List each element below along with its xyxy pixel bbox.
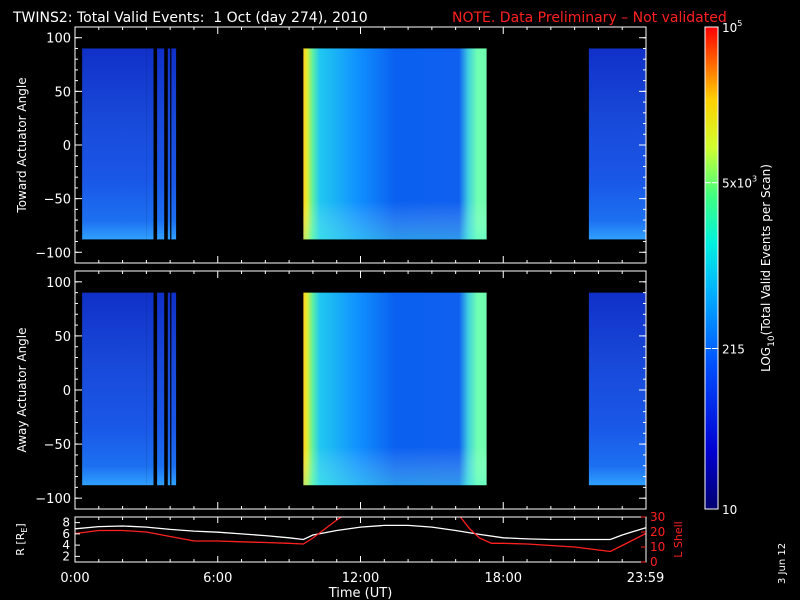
radius-line bbox=[75, 524, 646, 541]
colorbar: 10 215 5x103 105 bbox=[704, 19, 757, 517]
heatmap-panel-toward: 100 50 0 −50 −100 Toward Actuator Angle bbox=[15, 26, 647, 264]
x-tick-label: 18:00 bbox=[485, 571, 522, 586]
y-tick-label: 100 bbox=[46, 32, 71, 47]
x-tick-label: 0:00 bbox=[60, 571, 89, 586]
y-tick-label: 50 bbox=[54, 85, 71, 100]
data-block-shading bbox=[303, 48, 487, 240]
x-tick-label: 12:00 bbox=[342, 571, 379, 586]
y-axis-label: Toward Actuator Angle bbox=[15, 77, 29, 213]
y-tick-label: 50 bbox=[54, 330, 71, 345]
colorbar-tick-label: 215 bbox=[722, 342, 745, 356]
l-shell-tick-label: 20 bbox=[650, 525, 665, 539]
heatmap-panel-away: 100 50 0 −50 −100 Away Actuator Angle bbox=[15, 270, 647, 510]
x-axis-label: Time (UT) bbox=[328, 586, 393, 600]
data-block bbox=[167, 48, 171, 240]
data-block bbox=[146, 48, 154, 240]
data-block bbox=[146, 292, 154, 486]
l-shell-tick-label: 10 bbox=[650, 540, 665, 554]
data-block bbox=[588, 292, 646, 486]
y-tick-label: −100 bbox=[35, 246, 71, 261]
y-tick-label: 100 bbox=[46, 276, 71, 291]
colorbar-tick-label: 10 bbox=[722, 503, 737, 517]
colorbar-gradient bbox=[704, 26, 719, 510]
data-block-shading bbox=[303, 292, 487, 486]
x-tick-label: 6:00 bbox=[203, 571, 232, 586]
y-axis-label: Away Actuator Angle bbox=[15, 327, 29, 452]
data-block bbox=[171, 48, 177, 240]
y-tick-label: 4 bbox=[62, 538, 70, 552]
colorbar-label: LOG10(Total Valid Events per Scan) bbox=[759, 164, 777, 372]
colorbar-tick-label: 105 bbox=[722, 19, 742, 35]
y-tick-label: 0 bbox=[63, 384, 71, 399]
l-shell-line bbox=[459, 517, 646, 553]
y-tick-label: 0 bbox=[63, 139, 71, 154]
radius-axis-label: R [RE] bbox=[14, 523, 29, 555]
data-block bbox=[588, 48, 646, 240]
l-shell-line bbox=[75, 517, 342, 545]
y-tick-label: −50 bbox=[44, 193, 71, 208]
l-shell-tick-label: 30 bbox=[650, 510, 665, 524]
preliminary-note: NOTE. Data Preliminary – Not validated bbox=[452, 10, 727, 26]
date-stamp: 3 Jun 12 bbox=[777, 543, 788, 584]
chart-title: TWINS2: Total Valid Events: 1 Oct (day 2… bbox=[12, 10, 368, 26]
data-block bbox=[157, 292, 165, 486]
l-shell-tick-label: 0 bbox=[650, 555, 658, 569]
data-block bbox=[171, 292, 177, 486]
y-tick-label: 8 bbox=[62, 516, 70, 530]
colorbar-tick-label: 5x103 bbox=[722, 175, 757, 191]
data-block bbox=[82, 48, 147, 240]
l-shell-axis-label: L Shell bbox=[672, 521, 685, 557]
data-block bbox=[157, 48, 165, 240]
y-tick-label: −100 bbox=[35, 492, 71, 507]
data-block bbox=[167, 292, 171, 486]
y-tick-label: −50 bbox=[44, 438, 71, 453]
y-tick-label: 2 bbox=[62, 549, 70, 563]
y-tick-label: 6 bbox=[62, 527, 70, 541]
x-tick-label: 23:59 bbox=[627, 571, 664, 586]
data-block bbox=[82, 292, 147, 486]
